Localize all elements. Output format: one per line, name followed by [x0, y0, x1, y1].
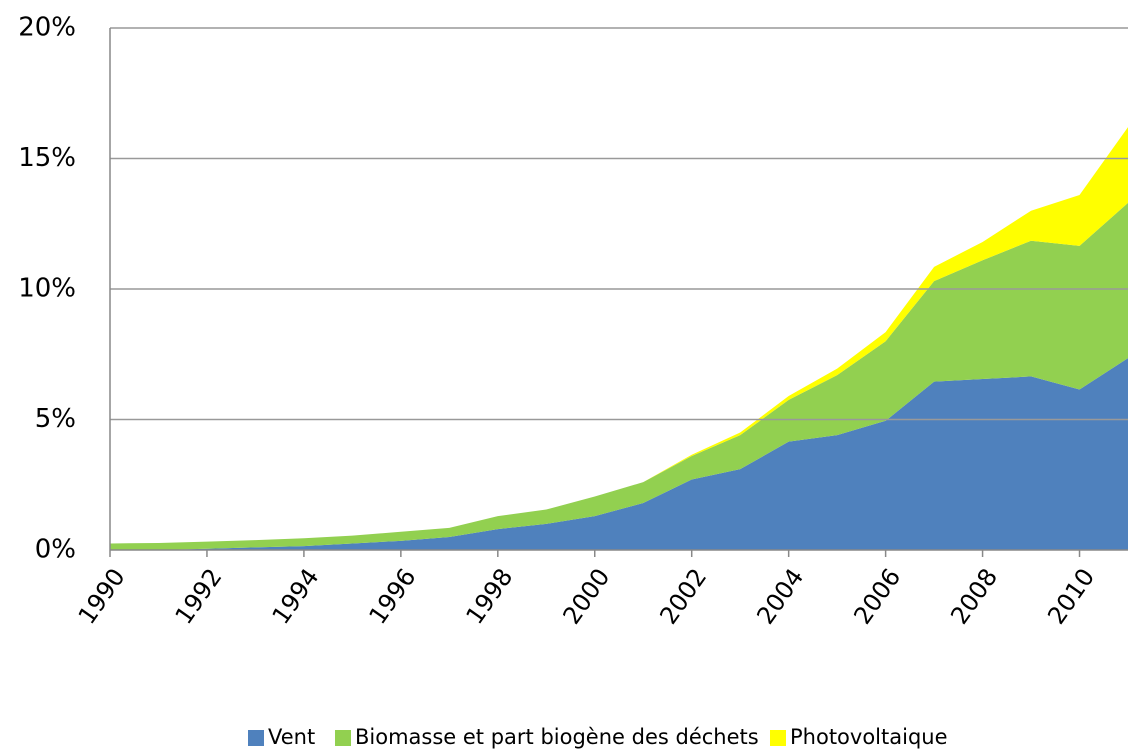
y-tick-label: 10%: [18, 274, 76, 304]
area: [110, 358, 1128, 550]
legend-swatch: [335, 730, 351, 746]
x-tick-label: 2010: [1042, 563, 1100, 629]
legend-swatch: [248, 730, 264, 746]
y-tick-label: 20%: [18, 13, 76, 43]
legend-label: Biomasse et part biogène des déchets: [355, 725, 759, 749]
x-tick-label: 2004: [751, 563, 809, 629]
x-tick-label: 1994: [267, 563, 325, 629]
x-tick-label: 1998: [460, 563, 518, 629]
area: [110, 202, 1128, 550]
y-tick-label: 5%: [35, 404, 76, 434]
x-tick-label: 2002: [654, 563, 712, 629]
x-tick-label: 2008: [945, 563, 1003, 629]
x-tick-label: 1990: [73, 563, 131, 629]
legend-label: Vent: [268, 725, 315, 749]
x-tick-label: 1992: [170, 563, 228, 629]
legend-label: Photovoltaique: [790, 725, 948, 749]
x-tick-label: 2000: [557, 563, 615, 629]
y-tick-label: 15%: [18, 143, 76, 173]
x-tick-label: 1996: [364, 563, 422, 629]
legend-swatch: [770, 730, 786, 746]
x-tick-label: 2006: [848, 563, 906, 629]
y-tick-label: 0%: [35, 535, 76, 565]
